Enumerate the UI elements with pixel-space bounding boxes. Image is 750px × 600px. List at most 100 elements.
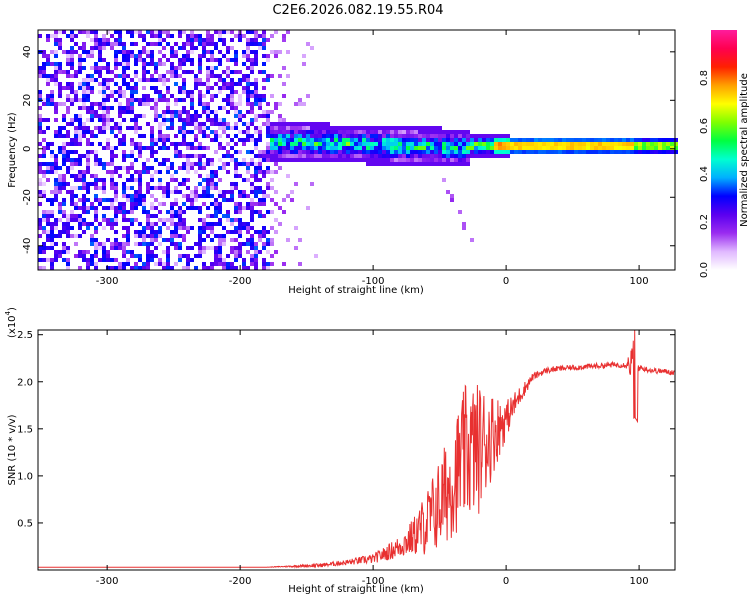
spectrogram-cell xyxy=(162,94,166,98)
spectrogram-cell xyxy=(610,138,614,142)
spectrogram-cell xyxy=(98,126,102,130)
spectrogram-cell xyxy=(122,254,126,258)
spectrogram-cell xyxy=(650,150,654,154)
spectrogram-cell xyxy=(338,158,342,162)
spectrogram-cell xyxy=(394,126,398,130)
spectrogram-cell xyxy=(238,130,242,134)
spectrogram-cell xyxy=(162,142,166,146)
spectrogram-cell xyxy=(246,110,250,114)
spectrogram-cell xyxy=(250,234,254,238)
spectrogram-cell xyxy=(106,62,110,66)
spectrogram-cell xyxy=(218,106,222,110)
spectrogram-cell xyxy=(290,190,294,194)
spectrogram-cell xyxy=(670,150,674,154)
spectrogram-cell xyxy=(182,266,186,270)
spectrogram-cell xyxy=(118,102,122,106)
spectrogram-cell xyxy=(130,218,134,222)
spectrogram-cell xyxy=(458,158,462,162)
spectrogram-cell xyxy=(566,146,570,150)
spectrogram-cell xyxy=(618,146,622,150)
spectrogram-cell xyxy=(518,142,522,146)
spectrogram-cell xyxy=(50,222,54,226)
spectrogram-cell xyxy=(38,226,42,230)
spectrogram-cell xyxy=(254,62,258,66)
spectrogram-cell xyxy=(202,94,206,98)
spectrogram-cell xyxy=(550,150,554,154)
spectrogram-cell xyxy=(234,246,238,250)
spectrogram-cell xyxy=(378,134,382,138)
spectrogram-cell xyxy=(134,42,138,46)
spectrogram-cell xyxy=(98,222,102,226)
spectrogram-cell xyxy=(218,194,222,198)
spectrogram-cell xyxy=(230,182,234,186)
spectrogram-cell xyxy=(206,78,210,82)
spectrogram-cell xyxy=(242,122,246,126)
spectrogram-cell xyxy=(342,146,346,150)
spectrogram-cell xyxy=(318,130,322,134)
spectrogram-cell xyxy=(130,78,134,82)
spectrogram-cell xyxy=(226,254,230,258)
spectrogram-cell xyxy=(138,178,142,182)
spectrogram-cell xyxy=(442,138,446,142)
spectrogram-cell xyxy=(190,46,194,50)
spectrogram-cell xyxy=(318,146,322,150)
spectrogram-cell xyxy=(154,246,158,250)
spectrogram-cell xyxy=(438,138,442,142)
spectrogram-cell xyxy=(226,66,230,70)
spectrogram-cell xyxy=(254,258,258,262)
spectrogram-cell xyxy=(134,262,138,266)
spectrogram-cell xyxy=(230,98,234,102)
spectrogram-cell xyxy=(154,42,158,46)
spectrogram-cell xyxy=(238,114,242,118)
spectrogram-cell xyxy=(114,222,118,226)
snr-x-axis-label: Height of straight line (km) xyxy=(288,584,424,595)
spectrogram-cell xyxy=(218,238,222,242)
spectrogram-cell xyxy=(66,106,70,110)
spectrogram-cell xyxy=(318,150,322,154)
spectrogram-cell xyxy=(106,138,110,142)
spectrogram-cell xyxy=(226,46,230,50)
spectrogram-cell xyxy=(94,230,98,234)
spectrogram-cell xyxy=(38,194,42,198)
spectrogram-cell xyxy=(450,134,454,138)
spectrogram-cell xyxy=(426,162,430,166)
spectrogram-cell xyxy=(422,146,426,150)
spectrogram-cell xyxy=(250,190,254,194)
spectrogram-cell xyxy=(274,54,278,58)
spectrogram-cell xyxy=(238,174,242,178)
spectrogram-cell xyxy=(314,158,318,162)
spectrogram-cell xyxy=(182,138,186,142)
spectrogram-cell xyxy=(106,30,110,34)
spectrogram-cell xyxy=(90,174,94,178)
spectrogram-cell xyxy=(282,138,286,142)
spectrogram-cell xyxy=(90,102,94,106)
spectrogram-cell xyxy=(54,34,58,38)
spectrogram-cell xyxy=(462,142,466,146)
spectrogram-cell xyxy=(430,150,434,154)
spectrogram-cell xyxy=(94,150,98,154)
spectrogram-cell xyxy=(122,226,126,230)
spectrogram-cell xyxy=(78,106,82,110)
spectrogram-cell xyxy=(138,146,142,150)
spectrogram-cell xyxy=(294,122,298,126)
spectrogram-cell xyxy=(130,254,134,258)
spectrogram-cell xyxy=(382,130,386,134)
spectrogram-cell xyxy=(346,150,350,154)
spectrogram-cell xyxy=(122,246,126,250)
spectrogram-cell xyxy=(442,134,446,138)
spectrogram-cell xyxy=(154,238,158,242)
spectrogram-cell xyxy=(298,138,302,142)
spectrogram-cell xyxy=(646,138,650,142)
spectrogram-cell xyxy=(106,122,110,126)
spectrogram-cell xyxy=(218,202,222,206)
spectrogram-cell xyxy=(98,118,102,122)
spectrogram-cell xyxy=(106,254,110,258)
spectrogram-cell xyxy=(66,226,70,230)
spectrogram-cell xyxy=(82,90,86,94)
spectrogram-cell xyxy=(126,218,130,222)
spectrogram-cell xyxy=(154,106,158,110)
spectrogram-cell xyxy=(206,118,210,122)
spectrogram-cell xyxy=(178,34,182,38)
spectrogram-cell xyxy=(334,150,338,154)
colorbar-label: Normalized spectral amplitude xyxy=(739,73,750,227)
